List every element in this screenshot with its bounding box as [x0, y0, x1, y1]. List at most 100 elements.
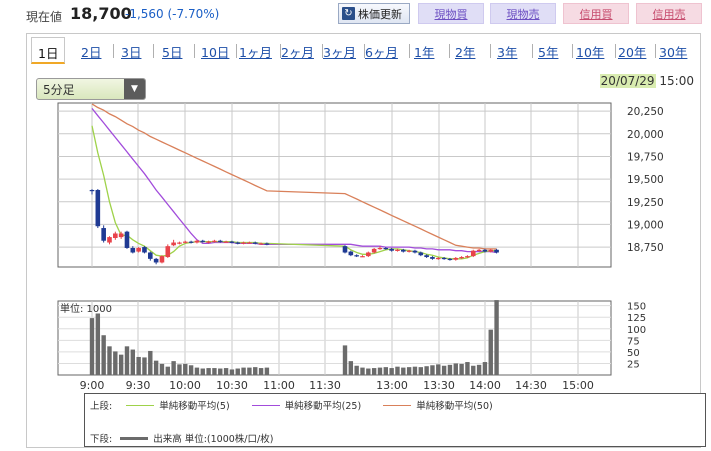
candle-body	[217, 240, 223, 242]
current-price-label: 現在値	[26, 10, 63, 24]
volume-bar	[377, 367, 383, 375]
candle-body	[412, 250, 418, 253]
chart-date: 20/07/29	[599, 74, 656, 88]
tab-2d[interactable]: 2日	[81, 45, 102, 60]
time-tick-label: 10:00	[169, 379, 201, 392]
candle-body	[264, 243, 270, 245]
refresh-quote-button[interactable]: ↻ 株価更新	[338, 3, 410, 24]
time-tick-label: 13:00	[376, 379, 408, 392]
volume-bar	[471, 365, 476, 375]
candle-body	[235, 242, 241, 244]
interval-select[interactable]: 5分足 ▼	[36, 78, 146, 100]
candle-body	[418, 252, 424, 256]
candle-body	[342, 246, 348, 253]
volume-bar	[418, 367, 423, 375]
tab-10d[interactable]: 10日	[201, 45, 230, 60]
candle-body	[200, 240, 206, 242]
time-tick-label: 14:30	[515, 379, 547, 392]
tab-30y[interactable]: 30年	[659, 45, 688, 60]
volume-tick-label: 100	[627, 325, 646, 336]
legend-ma50-swatch	[383, 404, 412, 406]
candle-body	[476, 249, 482, 251]
candle-body	[401, 249, 406, 252]
tab-1y[interactable]: 1年	[414, 45, 435, 60]
volume-bar	[223, 368, 229, 375]
volume-bar	[406, 367, 412, 375]
tab-separator	[490, 44, 491, 58]
tab-3d[interactable]: 3日	[121, 45, 142, 60]
tab-20y[interactable]: 20年	[618, 45, 647, 60]
ma25-line	[91, 107, 497, 254]
volume-bar	[371, 368, 377, 375]
tab-3y[interactable]: 3年	[497, 45, 518, 60]
tab-5y[interactable]: 5年	[538, 45, 559, 60]
chevron-down-icon[interactable]: ▼	[124, 79, 145, 99]
tab-separator	[194, 44, 195, 58]
candle-body	[482, 249, 488, 252]
tab-separator	[532, 44, 533, 58]
tab-1d[interactable]: 1日	[31, 37, 66, 64]
price-tick-label: 19,250	[627, 197, 664, 209]
tab-separator	[449, 44, 450, 58]
candle-body	[95, 189, 101, 227]
time-tick-label: 15:00	[562, 379, 594, 392]
volume-bar	[465, 362, 470, 375]
candle-body	[124, 231, 130, 248]
tab-separator	[322, 44, 323, 58]
candle-body	[470, 250, 476, 257]
tab-3m[interactable]: 3ヶ月	[323, 45, 356, 60]
refresh-icon: ↻	[342, 7, 355, 20]
candle-body	[435, 257, 441, 260]
candle-body	[441, 257, 447, 260]
volume-bar	[212, 368, 217, 375]
volume-bar	[253, 367, 258, 375]
candle-body	[488, 249, 494, 252]
volume-bar	[235, 368, 240, 375]
price-tick-label: 19,750	[627, 151, 664, 163]
tab-2y[interactable]: 2年	[455, 45, 476, 60]
credit-sell-button[interactable]: 信用売	[636, 3, 702, 24]
interval-select-value: 5分足	[43, 82, 75, 97]
price-change: -1,560 (-7.70%)	[125, 7, 220, 21]
time-tick-label: 13:30	[423, 379, 455, 392]
legend-volume: 出来高 単位:(1000株/口/枚)	[153, 434, 274, 445]
time-tick-label: 11:00	[263, 379, 295, 392]
tab-separator	[364, 44, 365, 58]
legend-ma50: 単純移動平均(50)	[416, 401, 493, 412]
candle-body	[107, 237, 112, 243]
legend-lower-row: 下段: 出来高 単位:(1000株/口/枚)	[90, 431, 273, 445]
volume-bar	[264, 367, 270, 375]
volume-tick-label: 25	[627, 359, 640, 370]
volume-bar	[113, 351, 118, 375]
volume-bar	[424, 366, 429, 375]
time-tick-label: 14:00	[469, 379, 501, 392]
candle-body	[153, 258, 159, 263]
tab-2m[interactable]: 2ヶ月	[281, 45, 314, 60]
candle-body	[447, 258, 453, 261]
volume-bar	[188, 365, 194, 375]
volume-bar	[218, 368, 223, 375]
candle-body	[182, 241, 188, 243]
candle-body	[383, 247, 389, 250]
candle-body	[348, 251, 354, 256]
candle-body	[194, 240, 200, 243]
spot-sell-button[interactable]: 現物売	[490, 3, 556, 24]
legend-ma25-swatch	[251, 404, 280, 406]
volume-bar	[354, 365, 359, 375]
candle-body	[130, 247, 136, 253]
tab-separator	[236, 44, 237, 58]
volume-bar	[482, 362, 488, 375]
tab-5d[interactable]: 5日	[162, 45, 183, 60]
volume-bar	[247, 367, 252, 375]
candle-body	[366, 252, 371, 257]
tab-6m[interactable]: 6ヶ月	[365, 45, 398, 60]
chart-panel: 1日 2日 3日 5日 10日 1ヶ月 2ヶ月 3ヶ月 6ヶ月 1年 2年 3年…	[26, 33, 706, 448]
volume-tick-label: 50	[627, 348, 640, 359]
volume-bar	[153, 360, 159, 375]
spot-buy-button[interactable]: 現物買	[418, 3, 484, 24]
credit-buy-button[interactable]: 信用買	[563, 3, 629, 24]
volume-bar	[206, 368, 211, 375]
tab-1m[interactable]: 1ヶ月	[239, 45, 272, 60]
volume-bar	[476, 364, 482, 375]
tab-10y[interactable]: 10年	[576, 45, 605, 60]
